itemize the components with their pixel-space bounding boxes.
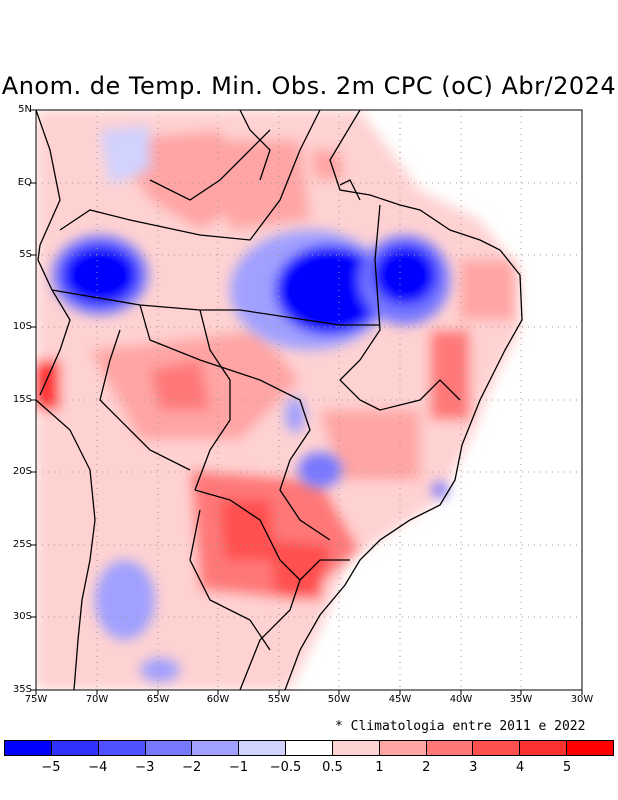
colorbar-swatch xyxy=(286,741,333,755)
x-tick-label: 75W xyxy=(24,694,48,705)
y-tick-label: 5S xyxy=(19,249,32,260)
cold-anomalies xyxy=(52,125,450,682)
colorbar-label: 3 xyxy=(469,760,478,775)
x-tick-label: 35W xyxy=(509,694,533,705)
colorbar-label: 5 xyxy=(562,760,572,775)
colorbar-label: −4 xyxy=(88,760,108,775)
y-tick-label: 5N xyxy=(18,104,32,115)
colorbar-swatch xyxy=(98,741,146,755)
x-tick-label: 70W xyxy=(85,694,109,705)
colorbar xyxy=(4,740,614,756)
map-title: Anom. de Temp. Min. Obs. 2m CPC (oC) Abr… xyxy=(1,72,617,100)
x-tick-label: 55W xyxy=(267,694,291,705)
x-tick-label: 40W xyxy=(449,694,473,705)
x-tick-label: 65W xyxy=(146,694,170,705)
colorbar-swatch xyxy=(192,741,240,755)
colorbar-label: −2 xyxy=(182,760,202,775)
colorbar-label: −1 xyxy=(229,760,249,775)
y-tick-label: 35S xyxy=(12,684,32,695)
colorbar-swatch xyxy=(332,741,380,755)
y-tick-label: 30S xyxy=(12,611,32,622)
colorbar-label: −3 xyxy=(135,760,155,775)
y-tick-label: 25S xyxy=(12,539,32,550)
colorbar-label: 4 xyxy=(516,760,525,775)
colorbar-swatch xyxy=(379,741,427,755)
y-tick-label: EQ xyxy=(17,177,32,188)
colorbar-swatch xyxy=(5,741,52,755)
colorbar-label: −5 xyxy=(41,760,61,775)
colorbar-swatch xyxy=(473,741,521,755)
colorbar-label: −0.5 xyxy=(269,760,302,775)
x-tick-label: 45W xyxy=(388,694,412,705)
climatology-note: * Climatologia entre 2011 e 2022 xyxy=(335,719,586,734)
colorbar-swatch xyxy=(145,741,193,755)
tick-marks xyxy=(31,109,583,695)
colorbar-swatch xyxy=(239,741,287,755)
x-tick-label: 50W xyxy=(327,694,351,705)
colorbar-label: 2 xyxy=(422,760,431,775)
colorbar-label: 1 xyxy=(375,760,384,775)
colorbar-swatch xyxy=(426,741,474,755)
colorbar-swatch xyxy=(520,741,568,755)
country-borders xyxy=(36,110,523,690)
colorbar-swatch xyxy=(51,741,99,755)
y-tick-label: 15S xyxy=(12,394,32,405)
y-tick-label: 20S xyxy=(12,466,32,477)
x-tick-label: 30W xyxy=(570,694,594,705)
colorbar-swatch xyxy=(567,741,613,755)
x-tick-label: 60W xyxy=(206,694,230,705)
colorbar-label: 0.5 xyxy=(322,760,343,775)
y-tick-label: 10S xyxy=(12,321,32,332)
grid-lines xyxy=(36,110,582,690)
